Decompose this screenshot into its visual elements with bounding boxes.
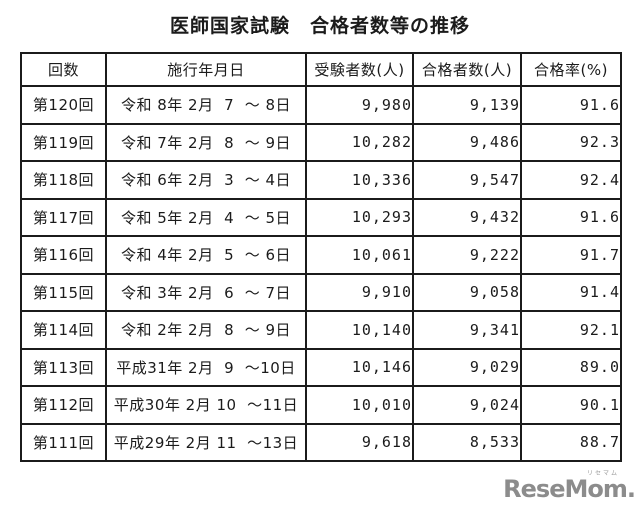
cell-pass-rate: 92.4 [520, 160, 622, 200]
cell-examinees: 9,618 [305, 422, 414, 462]
table-header-row: 回数 施行年月日 受験者数(人) 合格者数(人) 合格率(%) [20, 52, 622, 87]
resemom-kana-label: リセマム [586, 470, 619, 477]
cell-passers: 9,432 [412, 197, 522, 237]
cell-passers: 9,029 [412, 347, 522, 387]
resemom-wordmark: ReseMom. [503, 475, 636, 503]
cell-passers: 9,139 [412, 85, 522, 125]
cell-round: 第114回 [20, 310, 107, 350]
table-row: 第116回 令和 4年 2月 5 ～ 6日 10,061 9,222 91.7 [20, 235, 622, 275]
cell-examinees: 10,010 [305, 385, 414, 425]
cell-examinees: 9,910 [305, 272, 414, 312]
cell-pass-rate: 88.7 [520, 422, 622, 462]
cell-round: 第116回 [20, 235, 107, 275]
header-passers: 合格者数(人) [412, 52, 522, 87]
cell-round: 第118回 [20, 160, 107, 200]
cell-date: 令和 7年 2月 8 ～ 9日 [105, 122, 307, 162]
table-row: 第120回 令和 8年 2月 7 ～ 8日 9,980 9,139 91.6 [20, 85, 622, 125]
cell-examinees: 10,336 [305, 160, 414, 200]
table-row: 第114回 令和 2年 2月 8 ～ 9日 10,140 9,341 92.1 [20, 310, 622, 350]
cell-passers: 9,341 [412, 310, 522, 350]
cell-examinees: 10,061 [305, 235, 414, 275]
cell-round: 第119回 [20, 122, 107, 162]
cell-date: 平成30年 2月 10 ～11日 [105, 385, 307, 425]
cell-passers: 9,222 [412, 235, 522, 275]
resemom-logo: リセマム ReseMom. [485, 467, 636, 509]
table-row: 第111回 平成29年 2月 11 ～13日 9,618 8,533 88.7 [20, 422, 622, 462]
table-row: 第118回 令和 6年 2月 3 ～ 4日 10,336 9,547 92.4 [20, 160, 622, 200]
exam-results-table: 回数 施行年月日 受験者数(人) 合格者数(人) 合格率(%) 第120回 令和… [20, 52, 622, 462]
cell-pass-rate: 91.6 [520, 197, 622, 237]
cell-date: 令和 8年 2月 7 ～ 8日 [105, 85, 307, 125]
cell-pass-rate: 92.3 [520, 122, 622, 162]
cell-round: 第112回 [20, 385, 107, 425]
cell-date: 令和 2年 2月 8 ～ 9日 [105, 310, 307, 350]
cell-round: 第120回 [20, 85, 107, 125]
table-row: 第113回 平成31年 2月 9 ～10日 10,146 9,029 89.0 [20, 347, 622, 387]
cell-pass-rate: 91.7 [520, 235, 622, 275]
cell-examinees: 10,293 [305, 197, 414, 237]
cell-round: 第113回 [20, 347, 107, 387]
cell-date: 令和 3年 2月 6 ～ 7日 [105, 272, 307, 312]
cell-passers: 9,058 [412, 272, 522, 312]
table-row: 第112回 平成30年 2月 10 ～11日 10,010 9,024 90.1 [20, 385, 622, 425]
cell-date: 令和 4年 2月 5 ～ 6日 [105, 235, 307, 275]
cell-passers: 9,547 [412, 160, 522, 200]
cell-date: 平成31年 2月 9 ～10日 [105, 347, 307, 387]
cell-pass-rate: 91.6 [520, 85, 622, 125]
cell-passers: 8,533 [412, 422, 522, 462]
cell-examinees: 10,146 [305, 347, 414, 387]
header-date: 施行年月日 [105, 52, 307, 87]
header-round: 回数 [20, 52, 107, 87]
cell-examinees: 9,980 [305, 85, 414, 125]
cell-date: 令和 6年 2月 3 ～ 4日 [105, 160, 307, 200]
header-examinees: 受験者数(人) [305, 52, 414, 87]
cell-pass-rate: 91.4 [520, 272, 622, 312]
cell-round: 第111回 [20, 422, 107, 462]
table-row: 第117回 令和 5年 2月 4 ～ 5日 10,293 9,432 91.6 [20, 197, 622, 237]
cell-pass-rate: 89.0 [520, 347, 622, 387]
cell-pass-rate: 90.1 [520, 385, 622, 425]
table-row: 第119回 令和 7年 2月 8 ～ 9日 10,282 9,486 92.3 [20, 122, 622, 162]
cell-round: 第115回 [20, 272, 107, 312]
cell-date: 平成29年 2月 11 ～13日 [105, 422, 307, 462]
cell-examinees: 10,140 [305, 310, 414, 350]
header-pass-rate: 合格率(%) [520, 52, 622, 87]
cell-round: 第117回 [20, 197, 107, 237]
cell-pass-rate: 92.1 [520, 310, 622, 350]
table-row: 第115回 令和 3年 2月 6 ～ 7日 9,910 9,058 91.4 [20, 272, 622, 312]
cell-date: 令和 5年 2月 4 ～ 5日 [105, 197, 307, 237]
cell-examinees: 10,282 [305, 122, 414, 162]
cell-passers: 9,024 [412, 385, 522, 425]
cell-passers: 9,486 [412, 122, 522, 162]
page-title: 医師国家試験 合格者数等の推移 [169, 15, 470, 37]
